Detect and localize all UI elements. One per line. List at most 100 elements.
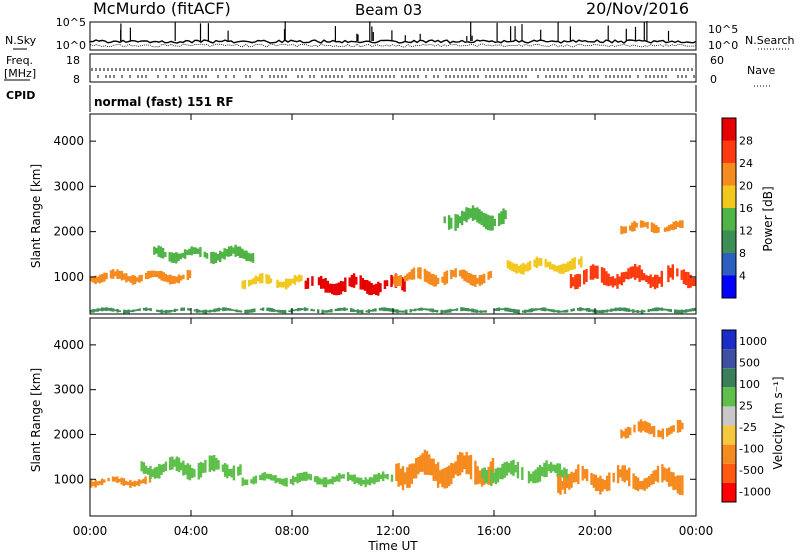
heatmap-cell (563, 310, 567, 313)
heatmap-cell (138, 275, 141, 283)
heatmap-cell (172, 253, 176, 263)
heatmap-cell (417, 457, 420, 475)
heatmap-cell (258, 273, 262, 284)
heatmap-cell (464, 307, 467, 311)
heatmap-cell (680, 309, 683, 314)
time-axis: 00:00 04:00 08:00 12:00 16:00 20:00 00:00 (73, 524, 714, 538)
heatmap-cell (502, 308, 505, 311)
heatmap-cell (188, 270, 192, 279)
heatmap-cell (475, 309, 478, 313)
heatmap-cell (98, 480, 102, 485)
heatmap-cell (485, 470, 489, 483)
heatmap-cell (283, 478, 286, 486)
heatmap-cell (647, 276, 650, 284)
heatmap-cell (382, 471, 385, 482)
heatmap-cell (368, 281, 371, 296)
heatmap-cell (465, 271, 468, 283)
heatmap-cell (299, 308, 302, 311)
heatmap-cell (92, 481, 95, 486)
heatmap-cell (399, 275, 402, 287)
heatmap-cell (359, 275, 362, 290)
heatmap-cell (116, 309, 119, 313)
heatmap-cell (639, 419, 643, 433)
heatmap-cell (411, 309, 415, 312)
heatmap-cell (592, 309, 595, 313)
heatmap-cell (357, 477, 361, 485)
heatmap-cell (329, 478, 332, 484)
heatmap-cell (449, 308, 452, 313)
heatmap-cell (137, 479, 141, 487)
y-tick-label: 4000 (53, 338, 84, 352)
heatmap-cell (578, 274, 581, 287)
heatmap-cell (345, 308, 348, 311)
heatmap-cell (371, 477, 374, 484)
heatmap-cell (328, 309, 331, 313)
heatmap-cell (261, 273, 264, 284)
heatmap-cell (120, 270, 124, 281)
heatmap-cell (351, 474, 354, 482)
heatmap-cell (493, 218, 496, 226)
heatmap-cell (478, 470, 481, 484)
heatmap-cell (244, 309, 247, 314)
heatmap-cell (390, 274, 393, 288)
heatmap-cell (638, 265, 641, 282)
heatmap-cell (183, 249, 187, 259)
heatmap-cell (162, 272, 165, 282)
heatmap-cell (601, 478, 604, 492)
heatmap-cell (153, 467, 157, 479)
heatmap-cell (506, 307, 509, 312)
heatmap-cell (605, 475, 609, 492)
heatmap-cell (643, 310, 646, 313)
colorbar-segment (722, 368, 736, 388)
heatmap-cell (404, 472, 407, 485)
heatmap-cell (445, 466, 449, 489)
heatmap-cell (447, 215, 451, 230)
heatmap-cell (505, 461, 509, 476)
heatmap-cell (532, 471, 535, 484)
heatmap-cell (401, 466, 405, 491)
heatmap-cell (651, 277, 655, 287)
heatmap-cell (389, 308, 393, 312)
heatmap-cell (611, 276, 615, 288)
colorbar-segment (722, 253, 736, 276)
heatmap-cell (667, 308, 670, 312)
heatmap-cell (220, 308, 223, 311)
heatmap-cell (341, 307, 344, 311)
colorbar-tick-label: 16 (739, 202, 753, 215)
heatmap-cell (169, 309, 172, 313)
heatmap-cell (679, 419, 682, 432)
heatmap-cell (513, 263, 516, 273)
heatmap-cell (213, 454, 216, 472)
heatmap-cell (487, 214, 490, 231)
heatmap-cell (385, 280, 389, 287)
heatmap-cell (530, 308, 534, 313)
heatmap-cell (322, 477, 326, 488)
heatmap-cell (186, 269, 189, 281)
heatmap-cell (116, 476, 119, 483)
heatmap-cell (665, 468, 669, 482)
heatmap-cell (298, 274, 301, 283)
heatmap-cell (131, 481, 134, 486)
heatmap-cell (105, 307, 108, 312)
velocity-ylabel: Slant Range [km] (29, 368, 43, 472)
heatmap-cell (173, 308, 177, 312)
heatmap-cell (496, 467, 500, 483)
heatmap-cell (650, 426, 654, 434)
heatmap-cell (507, 463, 511, 473)
heatmap-cell (259, 475, 262, 480)
heatmap-cell (283, 309, 287, 314)
heatmap-cell (144, 465, 148, 474)
heatmap-cell (510, 308, 514, 313)
heatmap-cell (668, 224, 671, 232)
heatmap-cell (248, 280, 251, 287)
noise-tick-right-bottom: 10^0 (708, 39, 738, 52)
heatmap-cell (592, 474, 595, 488)
colorbar-segment (722, 444, 736, 464)
heatmap-cell (230, 468, 233, 478)
heatmap-cell (320, 275, 323, 289)
heatmap-cell (618, 307, 622, 311)
heatmap-cell (131, 309, 135, 313)
heatmap-cell (627, 268, 630, 280)
colorbar-segment (722, 463, 736, 483)
heatmap-cell (155, 466, 159, 479)
